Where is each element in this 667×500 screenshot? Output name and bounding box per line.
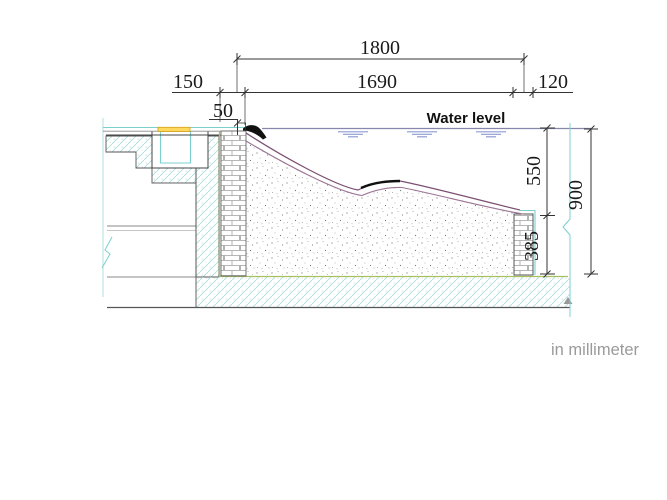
dimension-texts: 1800 150 1690 120 50 550 385 900 [173,37,587,261]
break-symbol [101,236,113,269]
dim-text-overall-depth: 900 [565,180,587,210]
concrete-deck-slab [105,135,153,169]
water-ripple-3 [476,131,506,138]
gutter-channel-outline [151,131,209,169]
overflow-wall-brick [220,130,247,277]
units-label: in millimeter [551,341,640,359]
dim-text-water-depth: 550 [523,156,545,186]
right-wall-shell-line [520,209,536,275]
dim-text-lip-width: 50 [213,100,233,122]
extension-jog-line [562,123,571,317]
walls [218,130,536,277]
overflow-crest [243,125,267,140]
liner-bottom-line [245,140,524,215]
dim-text-wall-height: 385 [521,231,543,261]
water [262,127,591,138]
base-slab [107,183,573,309]
water-ripple-1 [338,131,368,138]
dim-text-deck-offset: 150 [173,71,203,93]
water-ripple-2 [407,131,437,138]
dim-text-overall-width: 1800 [360,37,400,59]
sand-fill [246,140,520,275]
left-deck-structure [101,118,246,297]
gutter-liner [159,131,192,164]
concrete-under-gutter [151,167,197,184]
gutter-grate [157,126,191,132]
water-level-label: Water level [427,110,506,127]
dimensions [172,53,598,317]
liner-thick-segment [360,179,401,190]
basin [243,125,524,275]
dim-text-edge-width: 120 [538,71,568,93]
slab-hatch [196,277,570,307]
dim-text-basin-width: 1690 [357,71,397,93]
